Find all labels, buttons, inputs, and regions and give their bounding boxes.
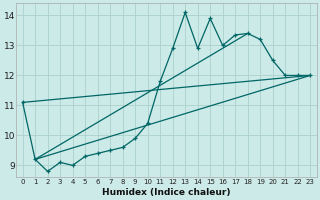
X-axis label: Humidex (Indice chaleur): Humidex (Indice chaleur) — [102, 188, 231, 197]
